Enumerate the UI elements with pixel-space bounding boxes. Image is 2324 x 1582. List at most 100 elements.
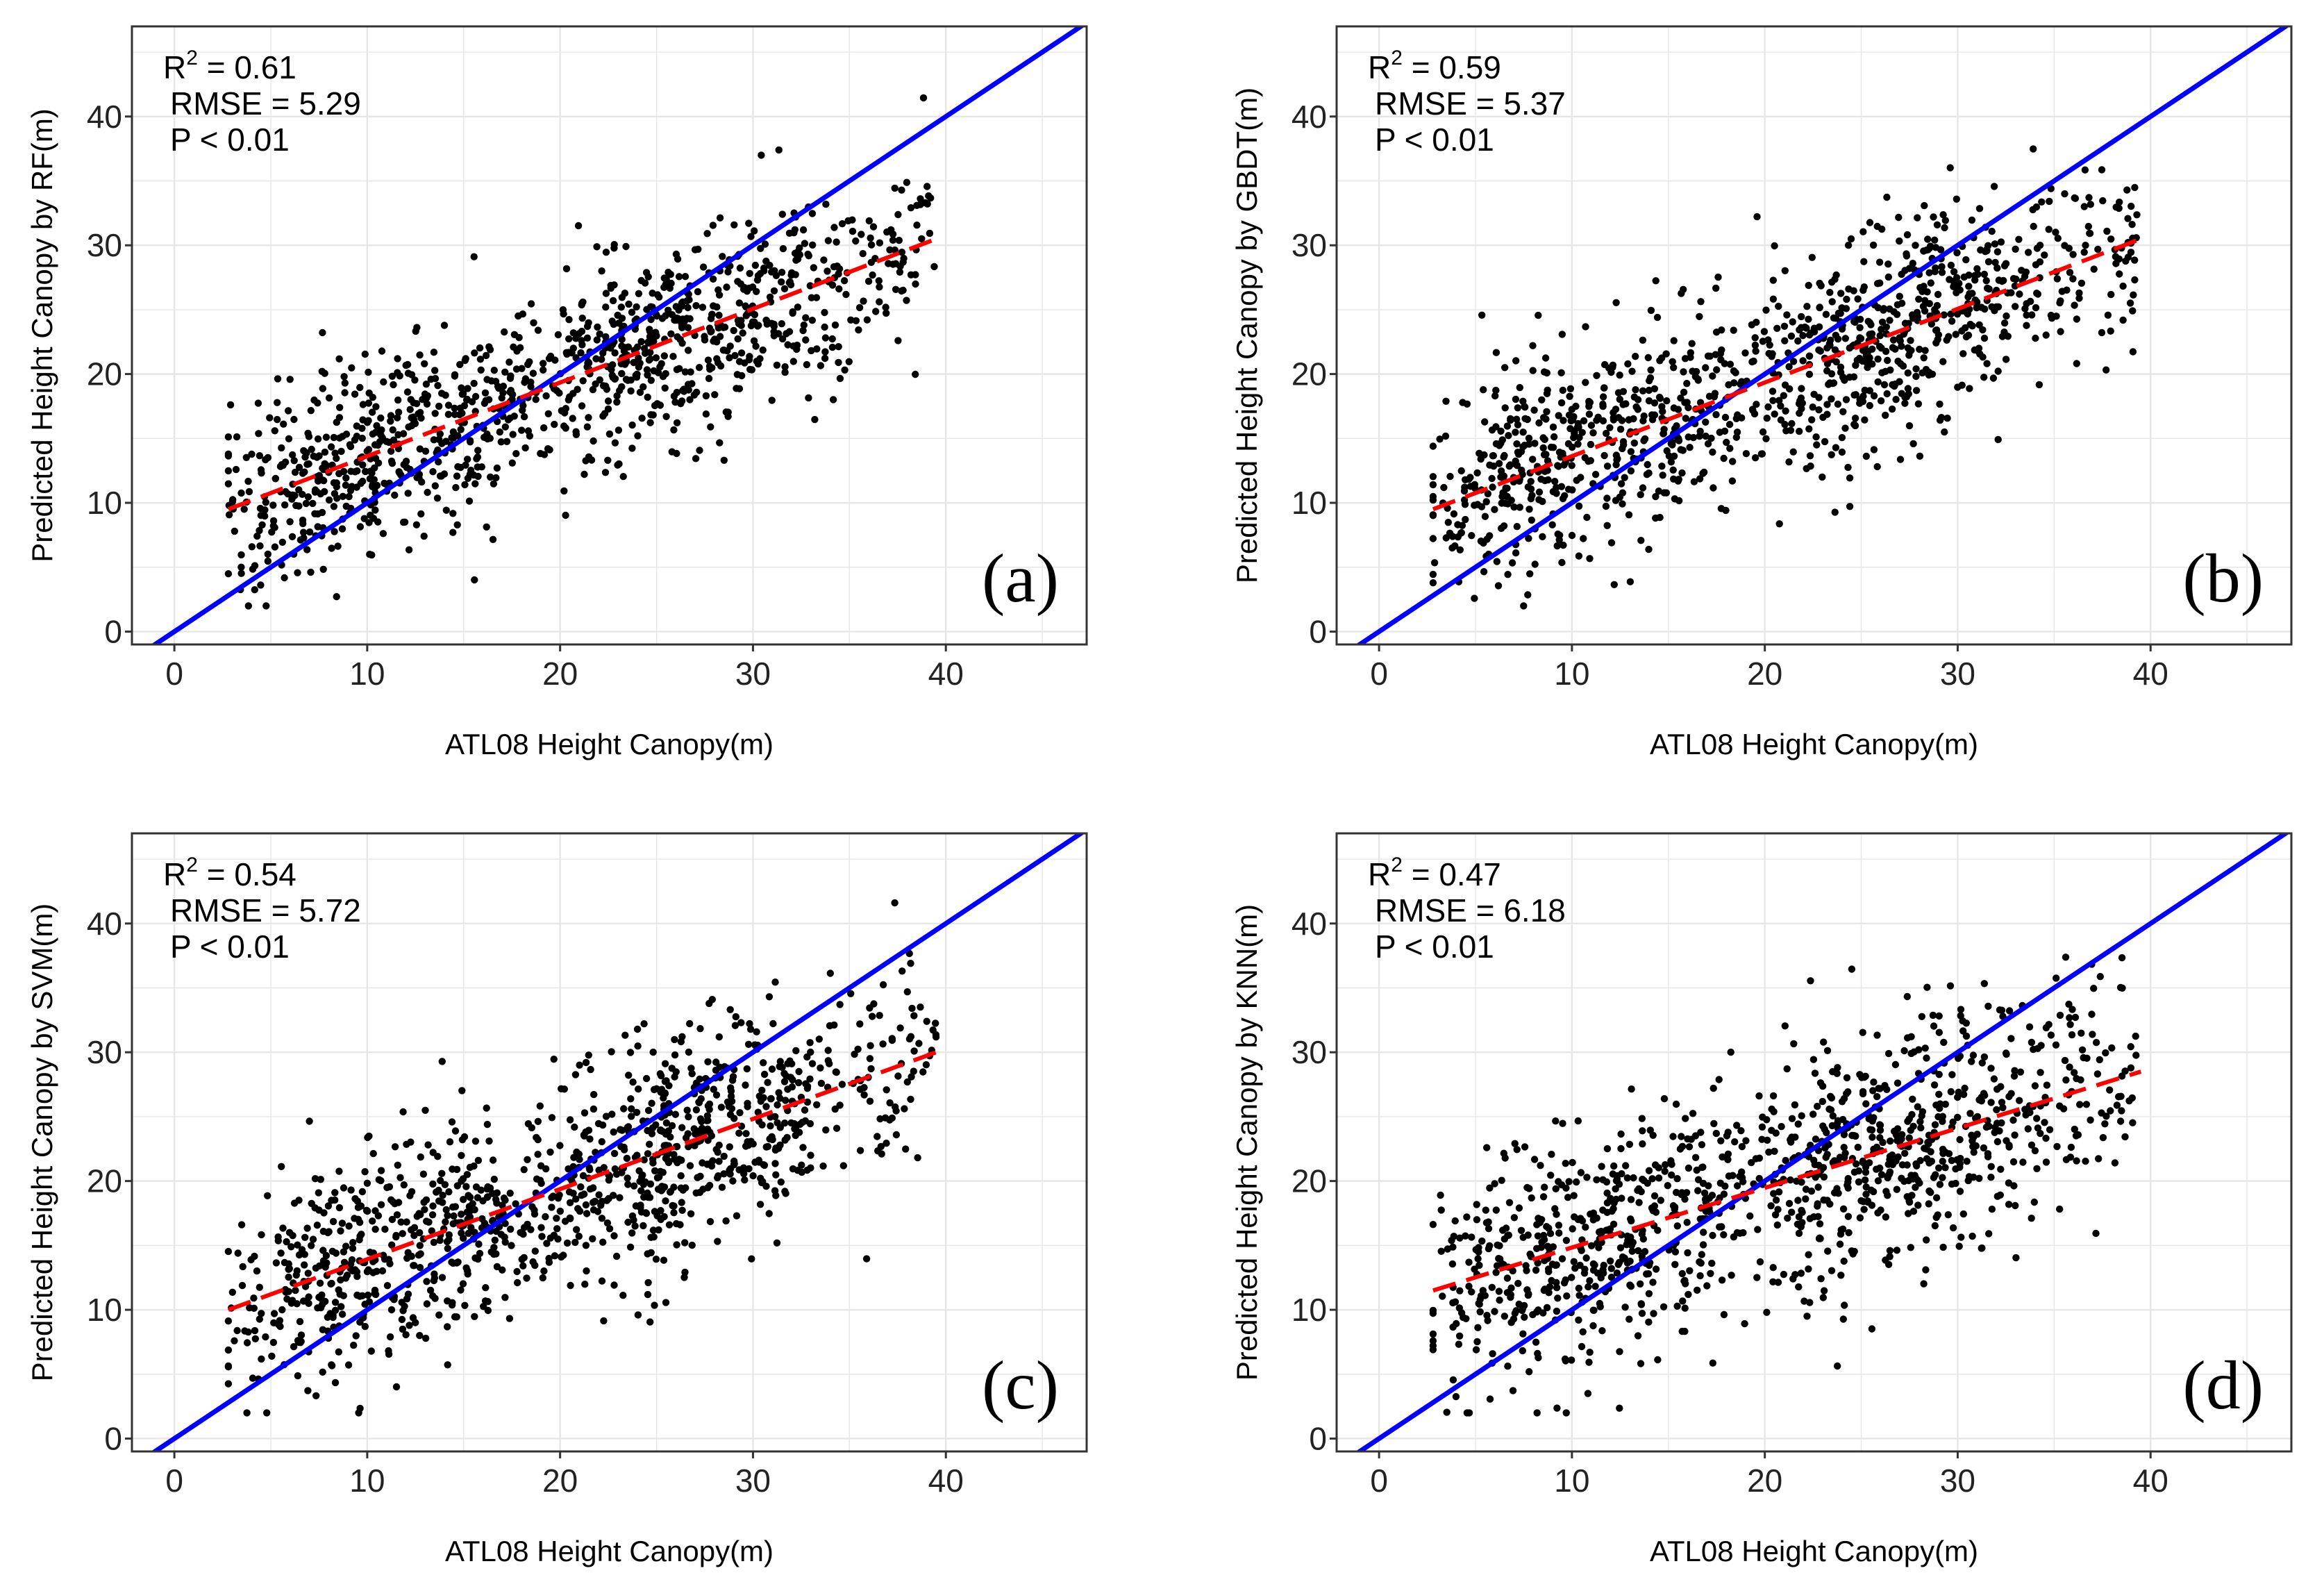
data-point	[817, 1064, 824, 1072]
data-point	[1709, 448, 1716, 456]
data-point	[704, 1058, 712, 1066]
data-point	[1662, 489, 1671, 497]
data-point	[696, 1025, 704, 1033]
data-point	[435, 1311, 443, 1319]
data-point	[1846, 374, 1853, 381]
data-point	[1473, 1338, 1481, 1346]
data-point	[1796, 427, 1803, 435]
data-point	[244, 602, 252, 610]
data-point	[710, 335, 719, 343]
data-point	[1667, 458, 1675, 466]
data-point	[1819, 1294, 1827, 1301]
data-point	[1870, 446, 1878, 453]
data-point	[481, 1297, 490, 1305]
data-point	[577, 349, 585, 357]
grid	[132, 26, 1087, 644]
r-squared-exponent: 2	[186, 854, 198, 876]
plot-frame	[1335, 832, 2293, 1453]
data-point	[433, 494, 442, 502]
data-point	[1774, 1279, 1782, 1286]
data-point	[1794, 1120, 1802, 1128]
data-point	[467, 1206, 475, 1215]
x-tick-label: 30	[735, 656, 771, 692]
data-point	[483, 376, 491, 383]
data-point	[1439, 1292, 1446, 1300]
data-point	[587, 456, 596, 464]
data-point	[666, 1188, 674, 1196]
data-point	[1637, 1360, 1645, 1367]
data-point	[813, 345, 821, 353]
data-point	[474, 463, 481, 471]
data-point	[1910, 1048, 1918, 1056]
data-point	[932, 1031, 940, 1039]
data-point	[2012, 245, 2019, 253]
data-point	[1962, 324, 1969, 332]
data-point	[1718, 346, 1725, 354]
data-point	[234, 1249, 242, 1257]
data-point	[1627, 448, 1635, 456]
data-point	[2042, 1158, 2050, 1166]
data-point	[683, 297, 691, 305]
data-point	[416, 445, 424, 453]
data-point	[1837, 290, 1845, 297]
data-point	[669, 1201, 676, 1210]
y-tick-label: 20	[87, 1163, 122, 1199]
data-point	[633, 343, 642, 351]
data-point	[761, 240, 769, 248]
data-point	[293, 1267, 301, 1275]
data-point	[2084, 222, 2092, 231]
data-point	[1772, 1129, 1780, 1137]
data-point	[1753, 1274, 1761, 1281]
data-point	[1848, 342, 1857, 350]
data-point	[517, 1229, 524, 1237]
data-point	[487, 1248, 495, 1256]
data-point	[1758, 1123, 1766, 1131]
data-point	[467, 438, 474, 446]
data-point	[581, 1281, 589, 1288]
data-point	[295, 1197, 303, 1204]
data-point	[1664, 1182, 1671, 1190]
data-point	[256, 504, 265, 513]
data-point	[633, 1025, 642, 1033]
data-point	[1656, 357, 1664, 365]
data-point	[495, 384, 503, 392]
y-tick-label: 30	[1291, 227, 1327, 263]
data-point	[736, 1109, 744, 1117]
data-point	[1981, 305, 1989, 313]
data-point	[1886, 1170, 1894, 1178]
data-point	[2096, 973, 2104, 981]
data-point	[277, 1249, 285, 1257]
data-point	[399, 1325, 407, 1333]
data-point	[1618, 1194, 1625, 1202]
data-point	[263, 1409, 271, 1417]
x-tick-label: 0	[1370, 656, 1388, 692]
data-point	[1519, 1233, 1527, 1242]
data-point	[251, 1252, 258, 1260]
data-point	[883, 1086, 890, 1094]
data-point	[1870, 1114, 1878, 1122]
data-point	[1553, 483, 1560, 492]
data-point	[1787, 1176, 1794, 1184]
data-point	[233, 1326, 241, 1335]
data-point	[1985, 1122, 1993, 1131]
data-point	[560, 1085, 568, 1093]
data-point	[1990, 1075, 1998, 1083]
data-point	[1729, 458, 1737, 465]
data-point	[445, 1188, 453, 1196]
data-point	[423, 1278, 430, 1285]
data-point	[2046, 197, 2053, 206]
data-point	[450, 1212, 458, 1220]
data-point	[1552, 1117, 1560, 1125]
data-point	[1553, 1307, 1561, 1315]
data-point	[1911, 1172, 1918, 1179]
data-point	[1824, 1247, 1832, 1255]
data-point	[1525, 440, 1533, 448]
data-point	[367, 511, 374, 519]
data-point	[248, 543, 256, 551]
data-point	[1728, 1272, 1735, 1279]
data-point	[2088, 1010, 2096, 1018]
data-point	[634, 1311, 642, 1319]
data-point	[671, 1035, 678, 1044]
data-point	[855, 326, 862, 334]
data-point	[299, 528, 308, 536]
